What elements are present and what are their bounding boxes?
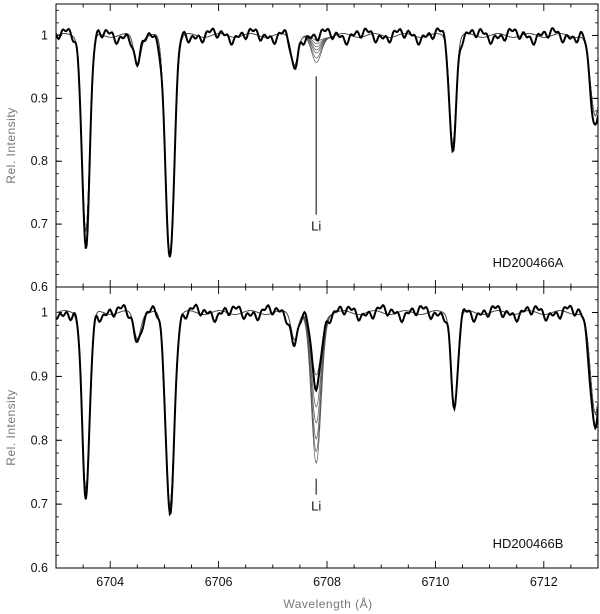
x-tick-label: 6710 bbox=[421, 575, 449, 589]
observed-spectrum bbox=[56, 27, 598, 258]
x-tick-label: 6704 bbox=[96, 575, 124, 589]
y-tick-label: 0.8 bbox=[31, 433, 48, 447]
y-tick-label: 0.6 bbox=[31, 280, 48, 294]
x-axis-title: Wavelength (Å) bbox=[283, 596, 372, 611]
y-tick-label: 1 bbox=[41, 306, 48, 320]
li-label: Li bbox=[311, 499, 321, 514]
y-tick-label: 0.9 bbox=[31, 91, 48, 105]
panel-top: 0.6 0.7 0.8 0.9 1 Rel. Intensity Li HD200466A bbox=[4, 3, 599, 294]
y-tick-label: 0.8 bbox=[31, 154, 48, 168]
x-tick-label: 6706 bbox=[205, 575, 233, 589]
y-tick-label: 0.7 bbox=[31, 497, 48, 511]
star-label: HD200466A bbox=[493, 255, 564, 270]
observed-spectrum bbox=[56, 303, 598, 517]
star-label: HD200466B bbox=[493, 536, 564, 551]
y-tick-label: 0.9 bbox=[31, 369, 48, 383]
x-tick-label: 6708 bbox=[313, 575, 341, 589]
y-tick-label: 0.6 bbox=[31, 561, 48, 575]
li-label: Li bbox=[311, 219, 321, 234]
panel-bottom: 0.6 0.7 0.8 0.9 1 6704 6706 6708 6710 6712 Rel. In… bbox=[4, 286, 599, 589]
y-tick-label: 0.7 bbox=[31, 217, 48, 231]
y-axis-title: Rel. Intensity bbox=[4, 389, 18, 465]
plot-frame bbox=[55, 3, 599, 288]
x-tick-label: 6712 bbox=[530, 575, 558, 589]
y-axis-title: Rel. Intensity bbox=[4, 107, 18, 183]
y-tick-label: 1 bbox=[41, 28, 48, 42]
